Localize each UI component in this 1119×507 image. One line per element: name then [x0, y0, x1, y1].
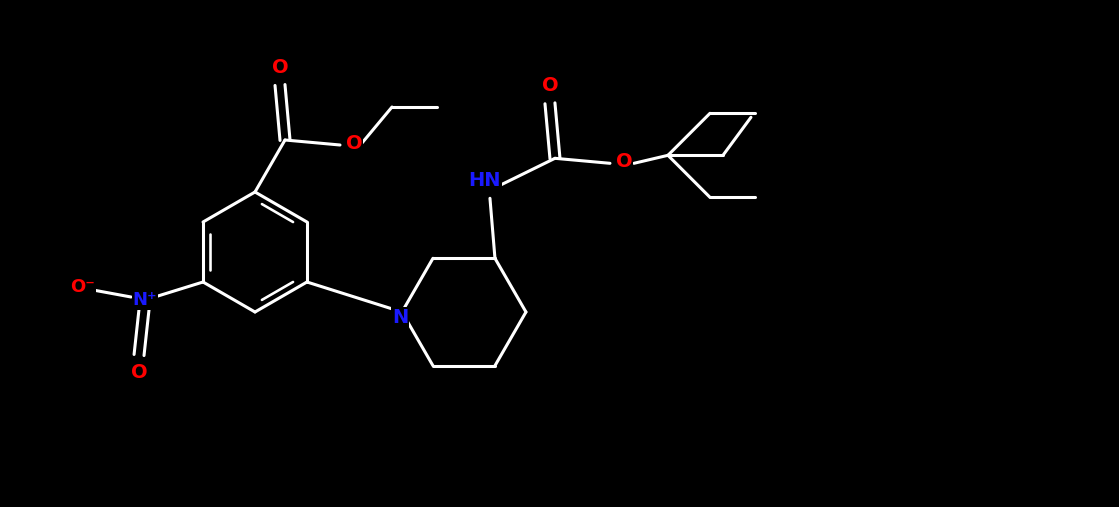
Text: N: N: [392, 308, 408, 327]
Text: O: O: [131, 363, 148, 381]
Text: O: O: [272, 57, 289, 77]
Text: N⁺: N⁺: [133, 291, 158, 309]
Text: O⁻: O⁻: [70, 278, 95, 296]
Text: O: O: [615, 152, 632, 171]
Text: HN: HN: [469, 171, 501, 190]
Text: O: O: [346, 133, 363, 153]
Text: O: O: [542, 76, 558, 95]
